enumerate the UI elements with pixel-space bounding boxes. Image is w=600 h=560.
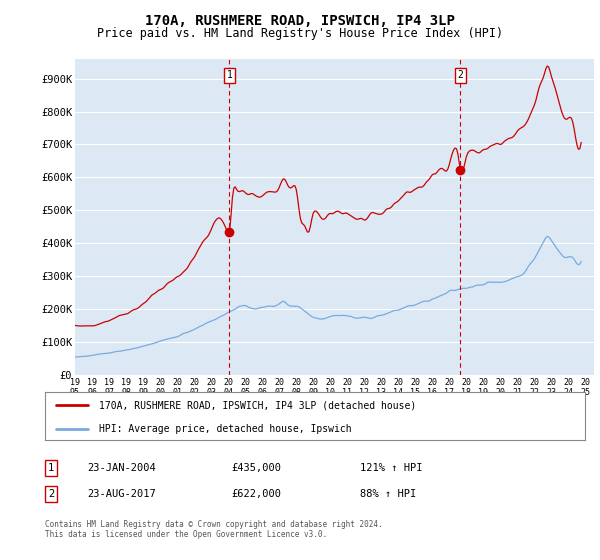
Text: 170A, RUSHMERE ROAD, IPSWICH, IP4 3LP: 170A, RUSHMERE ROAD, IPSWICH, IP4 3LP (145, 14, 455, 28)
Text: 88% ↑ HPI: 88% ↑ HPI (360, 489, 416, 499)
Text: 23-JAN-2004: 23-JAN-2004 (87, 463, 156, 473)
Text: 23-AUG-2017: 23-AUG-2017 (87, 489, 156, 499)
Text: Contains HM Land Registry data © Crown copyright and database right 2024.
This d: Contains HM Land Registry data © Crown c… (45, 520, 383, 539)
Text: 2: 2 (457, 70, 463, 80)
Text: 2: 2 (48, 489, 54, 499)
Text: 170A, RUSHMERE ROAD, IPSWICH, IP4 3LP (detached house): 170A, RUSHMERE ROAD, IPSWICH, IP4 3LP (d… (99, 400, 416, 410)
Text: 121% ↑ HPI: 121% ↑ HPI (360, 463, 422, 473)
Text: Price paid vs. HM Land Registry's House Price Index (HPI): Price paid vs. HM Land Registry's House … (97, 27, 503, 40)
Text: 1: 1 (226, 70, 232, 80)
Text: HPI: Average price, detached house, Ipswich: HPI: Average price, detached house, Ipsw… (99, 424, 352, 434)
Text: 1: 1 (48, 463, 54, 473)
Text: £622,000: £622,000 (231, 489, 281, 499)
Text: £435,000: £435,000 (231, 463, 281, 473)
